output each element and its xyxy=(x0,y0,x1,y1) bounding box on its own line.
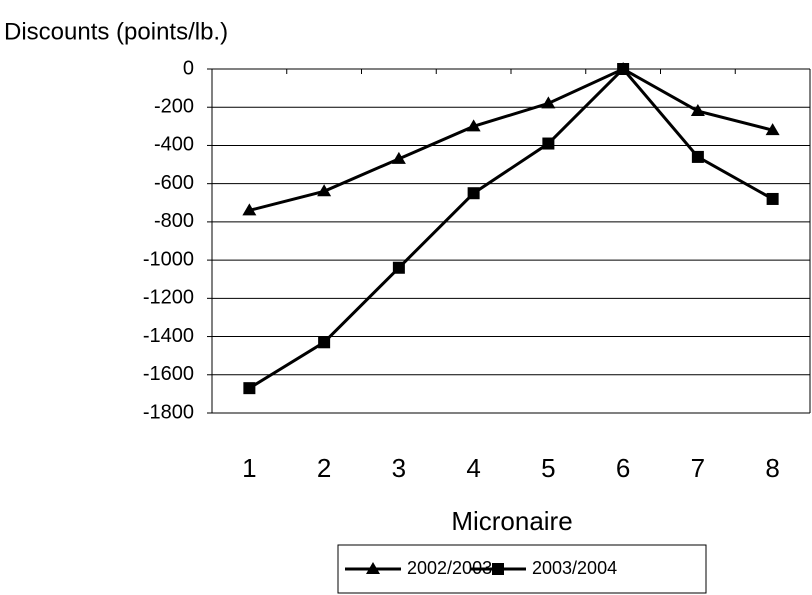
data-point xyxy=(617,63,630,75)
legend-marker xyxy=(492,563,504,575)
x-tick-label: 4 xyxy=(466,453,480,483)
y-tick-label: -1000 xyxy=(143,248,194,270)
data-point xyxy=(765,123,780,136)
series-line xyxy=(248,66,774,390)
chart-title: Discounts (points/lb.) xyxy=(4,18,228,45)
x-tick-label: 5 xyxy=(541,453,555,483)
y-tick-label: 0 xyxy=(183,57,194,79)
data-point xyxy=(542,137,555,150)
y-tick-label: -800 xyxy=(154,210,194,232)
data-point xyxy=(690,104,705,117)
data-point xyxy=(392,261,405,274)
data-point xyxy=(541,96,556,109)
legend-marker xyxy=(366,562,380,574)
data-point xyxy=(691,150,704,163)
data-point xyxy=(242,203,257,216)
series-line xyxy=(249,67,773,212)
data-point xyxy=(317,184,332,197)
legend-label: 2003/2004 xyxy=(532,558,617,578)
x-axis-title: Micronaire xyxy=(451,506,572,536)
legend-label: 2002/2003 xyxy=(407,558,492,578)
y-tick-label: -600 xyxy=(154,172,194,194)
y-tick-label: -1800 xyxy=(143,401,194,423)
x-tick-label: 1 xyxy=(242,453,256,483)
y-tick-label: -1600 xyxy=(143,363,194,385)
data-point xyxy=(766,192,779,205)
data-point xyxy=(466,119,481,132)
y-tick-label: -1200 xyxy=(143,287,194,309)
y-tick-label: -400 xyxy=(154,134,194,156)
x-tick-label: 8 xyxy=(765,453,779,483)
y-tick-label: -200 xyxy=(154,96,194,118)
x-tick-label: 6 xyxy=(616,453,630,483)
data-point xyxy=(318,336,331,349)
data-point xyxy=(243,382,256,395)
y-tick-label: -1400 xyxy=(143,325,194,347)
data-point xyxy=(467,187,480,200)
x-tick-label: 7 xyxy=(691,453,705,483)
data-point xyxy=(391,151,406,164)
x-tick-label: 2 xyxy=(317,453,331,483)
x-tick-label: 3 xyxy=(392,453,406,483)
